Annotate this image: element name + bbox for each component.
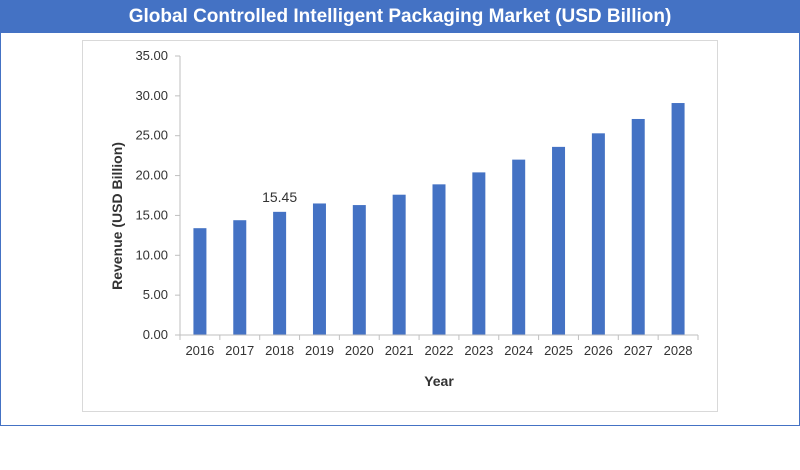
bar-2022 [432, 184, 446, 335]
y-axis-title: Revenue (USD Billion) [109, 142, 125, 290]
bar-2026 [591, 133, 605, 335]
bar-2024 [512, 159, 526, 335]
bar-2018 [273, 211, 287, 335]
bar-2027 [631, 118, 645, 335]
chart-title: Global Controlled Intelligent Packaging … [0, 0, 800, 33]
x-tick-label-2019: 2019 [305, 343, 334, 358]
x-tick-label-2025: 2025 [544, 343, 573, 358]
bar-2020 [352, 205, 366, 335]
chart-area: 0.00 5.00 10.00 15.00 20.00 25.00 30.00 35.00 1… [82, 40, 718, 412]
bar-2023 [472, 172, 486, 335]
x-tick-label-2028: 2028 [664, 343, 693, 358]
x-tick-label-2027: 2027 [624, 343, 653, 358]
y-tick-label: 0.00 [143, 327, 168, 342]
y-tick-label: 15.00 [135, 207, 168, 222]
x-tick-label-2026: 2026 [584, 343, 613, 358]
data-label-2018: 15.45 [262, 189, 297, 205]
x-tick-label-2024: 2024 [504, 343, 533, 358]
y-tick-label: 25.00 [135, 128, 168, 143]
bar-2017 [233, 220, 247, 335]
x-tick-label-2022: 2022 [425, 343, 454, 358]
x-tick-label-2016: 2016 [185, 343, 214, 358]
x-tick-label-2018: 2018 [265, 343, 294, 358]
x-tick-label-2017: 2017 [225, 343, 254, 358]
bar-2028 [671, 103, 685, 335]
y-tick-label: 10.00 [135, 247, 168, 262]
bar-chart: 0.00 5.00 10.00 15.00 20.00 25.00 30.00 35.00 1… [109, 48, 699, 389]
y-tick-label: 20.00 [135, 168, 168, 183]
bar-2025 [552, 146, 566, 335]
y-tick-label: 35.00 [135, 48, 168, 63]
x-axis-title: Year [424, 373, 454, 389]
y-tick-label: 5.00 [143, 287, 168, 302]
x-tick-label-2023: 2023 [464, 343, 493, 358]
bar-2016 [193, 228, 207, 335]
bar-2019 [312, 203, 326, 335]
x-tick-label-2021: 2021 [385, 343, 414, 358]
x-tick-label-2020: 2020 [345, 343, 374, 358]
bar-2021 [392, 194, 406, 335]
y-tick-label: 30.00 [135, 88, 168, 103]
